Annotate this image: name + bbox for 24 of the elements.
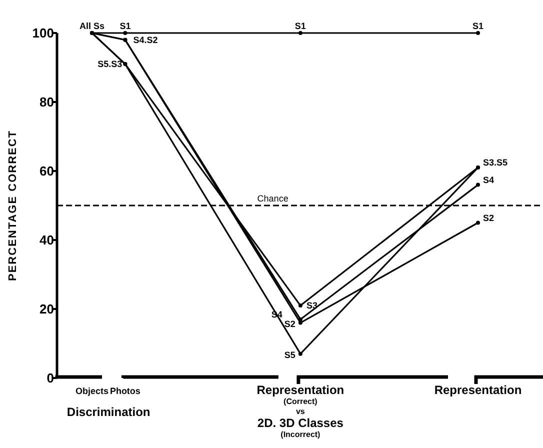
x-tick-label: Photos	[110, 386, 140, 396]
annotation: S1	[294, 21, 306, 31]
ref-line-label: Chance	[257, 194, 288, 204]
annotation: S5	[284, 350, 296, 360]
y-axis-title: PERCENTAGE CORRECT	[7, 130, 19, 282]
annotation: S4.S2	[133, 34, 158, 45]
annotation: All Ss	[79, 21, 105, 31]
x-tick-label: Objects	[75, 386, 109, 396]
y-tick-label: 80	[40, 94, 54, 110]
annotation: S3.S5	[483, 158, 508, 168]
y-tick-label: 40	[40, 232, 54, 248]
annotation: S1	[472, 21, 484, 31]
y-tick-label: 60	[40, 164, 54, 179]
y-tick-label: 0	[46, 370, 54, 386]
annotation: S5.S3	[98, 59, 122, 70]
x-tick-label: Representation	[434, 383, 522, 397]
annotation: S2	[284, 318, 296, 329]
y-tick-label: 20	[40, 302, 54, 317]
y-tick-label: 100	[32, 26, 54, 41]
x-tick-label: Representation (Correct) vs 2D. 3D Classes (Incorrect)	[256, 383, 344, 439]
annotation: S2	[483, 212, 494, 223]
annotation: S1	[120, 21, 131, 31]
annotation: S4	[483, 174, 494, 185]
text: Discrimination	[66, 405, 150, 419]
